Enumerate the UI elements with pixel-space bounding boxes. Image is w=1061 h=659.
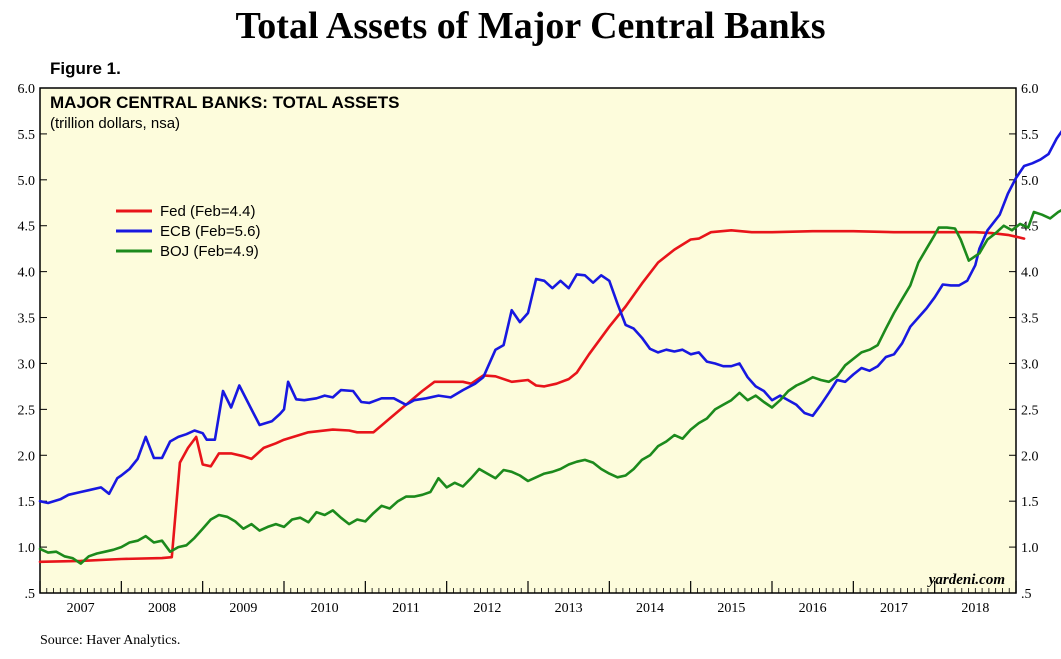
x-tick-label: 2013 — [555, 601, 583, 616]
y-tick-label-right: 5.5 — [1021, 128, 1039, 143]
source-note: Source: Haver Analytics. — [40, 633, 181, 648]
y-tick-label-left: 5.5 — [18, 128, 36, 143]
y-tick-label-right: 6.0 — [1021, 82, 1039, 97]
y-tick-label-left: .5 — [25, 587, 36, 602]
x-tick-label: 2017 — [880, 601, 908, 616]
y-tick-label-left: 1.0 — [18, 541, 36, 556]
y-tick-label-right: 1.5 — [1021, 495, 1039, 510]
y-tick-label-right: 5.0 — [1021, 174, 1039, 189]
series-line-2 — [38, 208, 1061, 565]
x-tick-label: 2008 — [148, 601, 176, 616]
y-axis-right: .5 1.0 1.5 2.0 2.5 3.0 3.5 4.0 4.5 5.0 5.5 6.0 — [1009, 82, 1039, 602]
series-line-1 — [38, 130, 1061, 505]
x-tick-label: 2018 — [961, 601, 989, 616]
y-tick-label-right: 1.0 — [1021, 541, 1039, 556]
x-tick-label: 2010 — [311, 601, 339, 616]
x-tick-label: 2011 — [392, 601, 419, 616]
plot-area — [39, 87, 1017, 594]
legend: Fed (Feb=4.4) ECB (Feb=5.6) BOJ (Feb=4.9) — [116, 203, 260, 260]
y-tick-label-right: 3.0 — [1021, 357, 1039, 372]
chart-subtitle: (trillion dollars, nsa) — [50, 115, 180, 132]
y-tick-label-right: 2.0 — [1021, 449, 1039, 464]
y-tick-label-left: 1.5 — [18, 495, 36, 510]
legend-label-2: BOJ (Feb=4.9) — [160, 243, 259, 260]
x-tick-label: 2014 — [636, 601, 664, 616]
y-tick-label-left: 4.0 — [18, 266, 36, 281]
figure-label: Figure 1. — [50, 59, 121, 78]
x-tick-label: 2007 — [67, 601, 95, 616]
y-tick-label-right: 4.0 — [1021, 266, 1039, 281]
y-axis-left: .5 1.0 1.5 2.0 2.5 3.0 3.5 4.0 4.5 5.0 5.5 6.0 — [18, 82, 47, 602]
y-tick-label-left: 4.5 — [18, 220, 36, 235]
y-tick-label-left: 3.5 — [18, 312, 36, 327]
x-tick-label: 2016 — [799, 601, 827, 616]
y-tick-label-right: 3.5 — [1021, 312, 1039, 327]
page-title: Total Assets of Major Central Banks — [235, 5, 826, 47]
x-axis: 2007 2008 2009 2010 2011 2012 2013 2014 2015 2016… — [39, 581, 1017, 616]
y-tick-label-left: 2.5 — [18, 403, 36, 418]
y-tick-label-right: .5 — [1021, 587, 1032, 602]
chart-title: MAJOR CENTRAL BANKS: TOTAL ASSETS — [50, 93, 399, 112]
y-tick-label-left: 5.0 — [18, 174, 36, 189]
y-tick-label-left: 3.0 — [18, 357, 36, 372]
series-lines — [38, 130, 1061, 565]
x-tick-label: 2012 — [473, 601, 501, 616]
x-tick-label: 2015 — [717, 601, 745, 616]
watermark: yardeni.com — [927, 572, 1005, 588]
legend-label-1: ECB (Feb=5.6) — [160, 223, 260, 240]
y-tick-label-right: 2.5 — [1021, 403, 1039, 418]
y-tick-label-right: 4.5 — [1021, 220, 1039, 235]
y-tick-label-left: 2.0 — [18, 449, 36, 464]
legend-label-0: Fed (Feb=4.4) — [160, 203, 255, 220]
x-tick-label: 2009 — [229, 601, 257, 616]
y-tick-label-left: 6.0 — [18, 82, 36, 97]
